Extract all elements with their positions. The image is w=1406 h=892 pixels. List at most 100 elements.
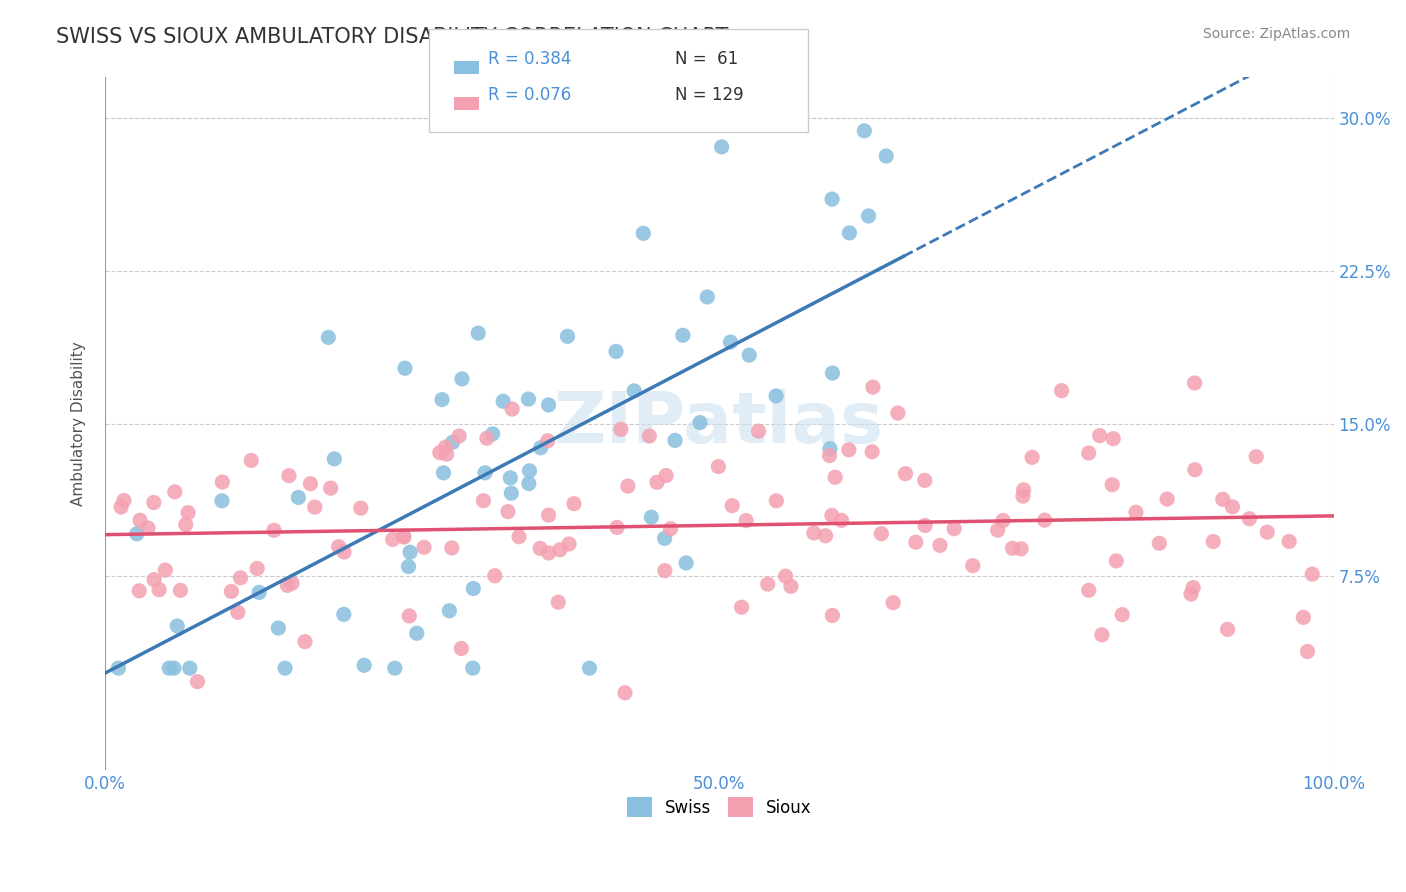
Point [328,540,350,554]
Point [606,520,628,534]
Point [519,464,541,478]
Point [654,532,676,546]
Point [765,493,787,508]
Point [530,441,553,455]
Point [991,513,1014,527]
Point [614,686,637,700]
Point [730,600,752,615]
Point [246,561,269,575]
Point [501,402,523,417]
Point [434,440,457,454]
Point [277,468,299,483]
Y-axis label: Ambulatory Disability: Ambulatory Disability [72,342,86,506]
Point [821,608,844,623]
Point [987,523,1010,537]
Point [617,479,640,493]
Point [501,486,523,500]
Point [1125,505,1147,519]
Point [1222,500,1244,514]
Point [838,226,860,240]
Point [1216,623,1239,637]
Point [432,466,454,480]
Point [481,426,503,441]
Point [441,435,464,450]
Point [858,209,880,223]
Point [821,366,844,380]
Point [1050,384,1073,398]
Point [610,422,633,436]
Point [136,521,159,535]
Point [578,661,600,675]
Point [645,475,668,490]
Point [747,424,769,438]
Point [143,573,166,587]
Point [862,380,884,394]
Point [756,577,779,591]
Point [467,326,489,341]
Point [775,569,797,583]
Point [449,429,471,443]
Point [720,335,742,350]
Point [177,506,200,520]
Point [1012,489,1035,503]
Point [664,434,686,448]
Point [294,634,316,648]
Text: SWISS VS SIOUX AMBULATORY DISABILITY CORRELATION CHART: SWISS VS SIOUX AMBULATORY DISABILITY COR… [56,27,728,46]
Point [163,661,186,675]
Point [675,556,697,570]
Point [450,641,472,656]
Point [155,563,177,577]
Point [882,596,904,610]
Point [557,329,579,343]
Point [821,508,844,523]
Point [436,447,458,461]
Point [128,583,150,598]
Point [107,661,129,675]
Point [323,451,346,466]
Point [548,542,571,557]
Point [558,537,581,551]
Point [413,541,436,555]
Point [211,493,233,508]
Point [475,431,498,445]
Point [398,559,420,574]
Point [655,468,678,483]
Point [148,582,170,597]
Point [1202,534,1225,549]
Point [299,476,322,491]
Text: N =  61: N = 61 [675,50,738,68]
Point [405,626,427,640]
Point [439,604,461,618]
Point [1156,491,1178,506]
Point [1021,450,1043,465]
Point [1088,428,1111,442]
Point [547,595,569,609]
Point [824,470,846,484]
Point [318,330,340,344]
Point [1033,513,1056,527]
Point [1012,483,1035,497]
Point [319,481,342,495]
Point [492,394,515,409]
Point [247,585,270,599]
Point [157,661,180,675]
Point [350,501,373,516]
Point [333,545,356,559]
Point [125,526,148,541]
Point [429,445,451,459]
Point [353,658,375,673]
Legend: Swiss, Sioux: Swiss, Sioux [620,790,818,824]
Point [333,607,356,622]
Point [738,348,761,362]
Point [875,149,897,163]
Point [1301,567,1323,582]
Point [818,449,841,463]
Point [654,564,676,578]
Text: Source: ZipAtlas.com: Source: ZipAtlas.com [1202,27,1350,41]
Point [659,522,682,536]
Point [1239,512,1261,526]
Text: R = 0.384: R = 0.384 [488,50,571,68]
Point [831,513,853,527]
Point [537,508,560,522]
Point [1149,536,1171,550]
